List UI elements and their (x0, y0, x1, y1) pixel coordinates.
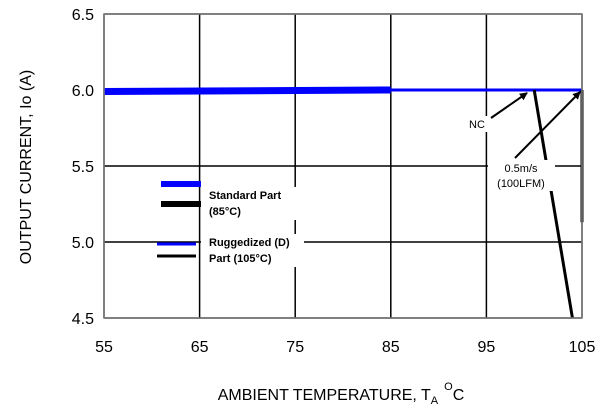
plot-series (103, 86, 584, 319)
x-tick-label: 105 (569, 339, 596, 356)
annotation-label: (100LFM) (497, 178, 545, 190)
legend-label: Ruggedized (D) (209, 237, 290, 249)
y-axis-label: OUTPUT CURRENT, Io (A) (18, 70, 35, 264)
annotation-arrow (514, 91, 581, 159)
y-tick-label: 4.5 (72, 311, 94, 328)
legend-label: Standard Part (209, 190, 281, 202)
x-tick-label: 75 (286, 339, 304, 356)
plot-frame (103, 13, 583, 319)
y-tick-label: 5.0 (72, 235, 94, 252)
annotation-arrow (490, 92, 528, 119)
x-axis-label-superscript: O (444, 381, 453, 393)
legend-label: (85°C) (209, 206, 241, 218)
x-axis-label-end: C (453, 387, 465, 404)
x-axis-label-main: AMBIENT TEMPERATURE, T (218, 387, 431, 404)
legend: Standard Part (85°C) Ruggedized (D) Part (1… (157, 181, 308, 267)
y-tick-label: 6.5 (72, 7, 94, 24)
annotation-background (488, 160, 555, 191)
legend-label-background (201, 234, 304, 267)
y-tick-label: 5.5 (72, 159, 94, 176)
y-tick-label: 6.0 (72, 83, 94, 100)
x-axis-label: AMBIENT TEMPERATURE, TAOC (218, 381, 465, 407)
annotation-background (468, 116, 490, 132)
x-axis-label-subscript: A (431, 395, 439, 407)
x-tick-label: 95 (478, 339, 496, 356)
y-tick-labels: 4.5 5.0 5.5 6.0 6.5 (72, 7, 94, 328)
annotation-label: 0.5m/s (504, 163, 538, 175)
annotations: NC 0.5m/s (100LFM) (468, 91, 581, 191)
x-tick-labels: 55 65 75 85 95 105 (95, 339, 595, 356)
x-tick-label: 55 (95, 339, 113, 356)
x-tick-label: 85 (382, 339, 400, 356)
annotation-label: NC (469, 119, 485, 131)
legend-label-background (205, 187, 308, 220)
series-line-2 (532, 89, 574, 319)
legend-label: Part (105°C) (209, 253, 272, 265)
x-tick-label: 65 (191, 339, 209, 356)
